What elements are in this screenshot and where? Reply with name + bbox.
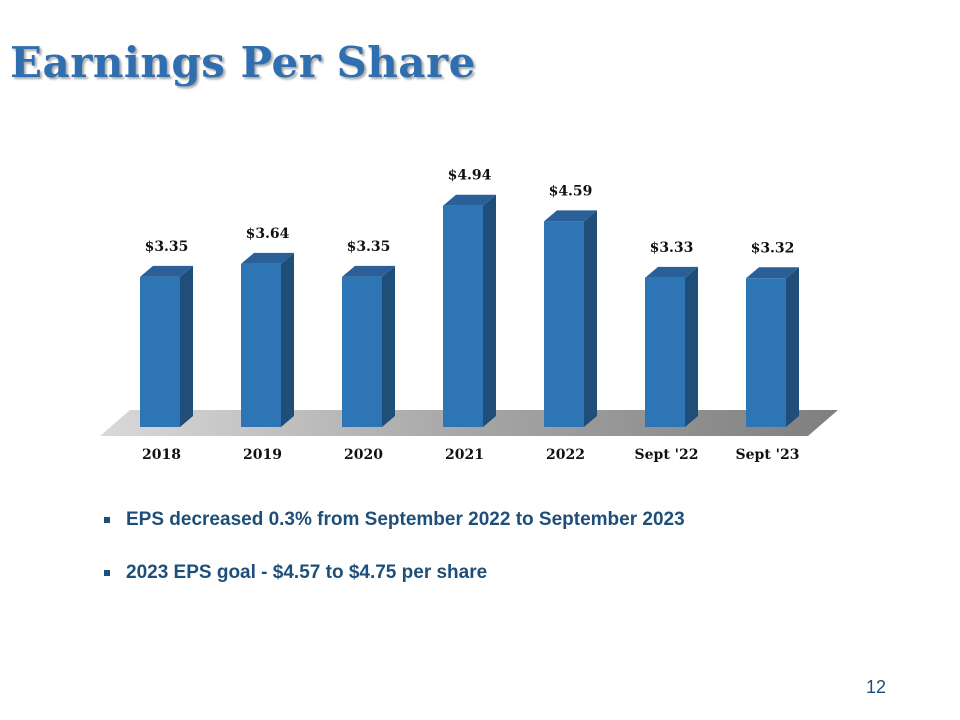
bar-side xyxy=(382,265,395,427)
bar xyxy=(140,276,180,427)
data-label: $4.59 xyxy=(549,183,593,199)
bullet-item: 2023 EPS goal - $4.57 to $4.75 per share xyxy=(104,559,685,587)
bar-side xyxy=(483,194,496,427)
x-tick-label: 2019 xyxy=(243,447,282,463)
bar-top xyxy=(544,210,597,222)
bar-top xyxy=(140,265,193,277)
bar-side xyxy=(584,210,597,427)
bar-top xyxy=(342,265,395,277)
data-label: $3.35 xyxy=(347,239,391,255)
x-tick-label: 2020 xyxy=(344,447,383,463)
bullet-list: EPS decreased 0.3% from September 2022 t… xyxy=(104,506,685,612)
square-bullet-icon xyxy=(104,570,110,576)
bar xyxy=(746,278,786,427)
x-tick-label: Sept '23 xyxy=(736,447,800,463)
bullet-item: EPS decreased 0.3% from September 2022 t… xyxy=(104,506,685,534)
page-number: 12 xyxy=(865,677,886,697)
bar-top xyxy=(443,194,496,206)
data-label: $4.94 xyxy=(448,168,492,184)
x-tick-label: 2022 xyxy=(546,447,585,463)
bar xyxy=(443,205,483,427)
x-tick-label: 2021 xyxy=(445,447,484,463)
bar-top xyxy=(241,252,294,264)
bar-top xyxy=(645,266,698,278)
bar xyxy=(241,263,281,427)
x-tick-label: Sept '22 xyxy=(635,447,699,463)
square-bullet-icon xyxy=(104,517,110,523)
bar xyxy=(342,276,382,427)
data-label: $3.32 xyxy=(751,240,795,256)
bar-side xyxy=(180,265,193,427)
bar-side xyxy=(786,267,799,427)
slide-title: Earnings Per Share xyxy=(10,38,476,87)
bullet-text: 2023 EPS goal - $4.57 to $4.75 per share xyxy=(126,562,488,583)
bullet-text: EPS decreased 0.3% from September 2022 t… xyxy=(126,509,685,530)
data-label: $3.33 xyxy=(650,240,694,256)
bar-side xyxy=(281,252,294,427)
x-tick-label: 2018 xyxy=(142,447,181,463)
bar-top xyxy=(746,267,799,279)
bar xyxy=(544,221,584,427)
eps-bar-chart: $3.35 2018 $3.64 2019 $3.35 2020 $4.94 2021 $4.5… xyxy=(100,168,838,463)
bar xyxy=(645,277,685,427)
data-label: $3.35 xyxy=(145,239,189,255)
data-label: $3.64 xyxy=(246,226,290,242)
bar-side xyxy=(685,266,698,427)
